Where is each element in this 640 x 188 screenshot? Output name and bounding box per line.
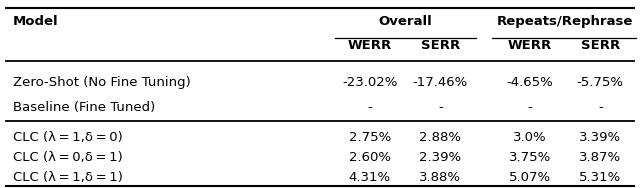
- Text: 3.0%: 3.0%: [513, 131, 547, 144]
- Text: -17.46%: -17.46%: [413, 76, 468, 89]
- Text: -: -: [367, 101, 372, 114]
- Text: 3.75%: 3.75%: [509, 151, 551, 164]
- Text: 3.39%: 3.39%: [579, 131, 621, 144]
- Text: 3.87%: 3.87%: [579, 151, 621, 164]
- Text: 4.31%: 4.31%: [349, 171, 391, 184]
- Text: 2.75%: 2.75%: [349, 131, 391, 144]
- Text: -4.65%: -4.65%: [506, 76, 554, 89]
- Text: Overall: Overall: [378, 15, 432, 29]
- Text: Repeats/Rephrase: Repeats/Rephrase: [497, 15, 634, 29]
- Text: -: -: [438, 101, 443, 114]
- Text: 5.07%: 5.07%: [509, 171, 551, 184]
- Text: Model: Model: [13, 15, 58, 29]
- Text: Zero-Shot (No Fine Tuning): Zero-Shot (No Fine Tuning): [13, 76, 191, 89]
- Text: CLC (λ = 0,δ = 1): CLC (λ = 0,δ = 1): [13, 151, 122, 164]
- Text: WERR: WERR: [508, 39, 552, 52]
- Text: Baseline (Fine Tuned): Baseline (Fine Tuned): [13, 101, 155, 114]
- Text: SERR: SERR: [420, 39, 460, 52]
- Text: WERR: WERR: [348, 39, 392, 52]
- Text: 2.88%: 2.88%: [419, 131, 461, 144]
- Text: 2.39%: 2.39%: [419, 151, 461, 164]
- Text: -: -: [527, 101, 532, 114]
- Text: 5.31%: 5.31%: [579, 171, 621, 184]
- Text: 2.60%: 2.60%: [349, 151, 391, 164]
- Text: CLC (λ = 1,δ = 1): CLC (λ = 1,δ = 1): [13, 171, 123, 184]
- Text: -: -: [598, 101, 603, 114]
- Text: SERR: SERR: [580, 39, 620, 52]
- Text: -5.75%: -5.75%: [577, 76, 624, 89]
- Text: CLC (λ = 1,δ = 0): CLC (λ = 1,δ = 0): [13, 131, 122, 144]
- Text: -23.02%: -23.02%: [342, 76, 397, 89]
- Text: 3.88%: 3.88%: [419, 171, 461, 184]
